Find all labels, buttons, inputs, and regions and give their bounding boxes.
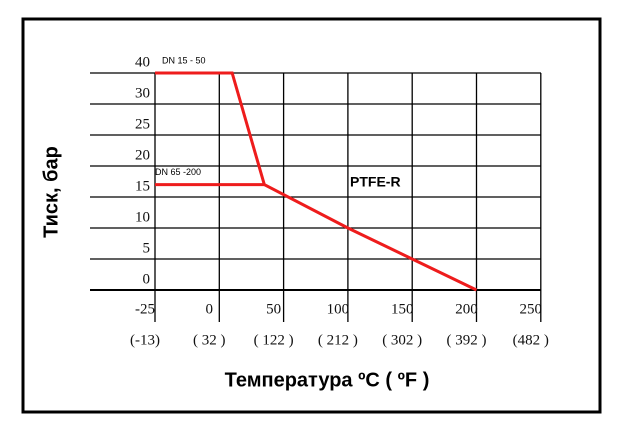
x-tick-label: 50 <box>266 301 281 317</box>
x2-tick-label: ( 32 ) <box>193 332 226 348</box>
annotation: PTFE-R <box>350 174 401 190</box>
y-tick-label: 0 <box>143 271 151 287</box>
x2-tick-label: ( 122 ) <box>254 332 294 348</box>
x-tick-label: 200 <box>455 301 478 317</box>
series-line <box>155 71 478 292</box>
series-label: DN 15 - 50 <box>162 55 206 65</box>
y-tick-label: 20 <box>135 147 150 163</box>
x-tick-label: -25 <box>135 301 155 317</box>
y-tick-label: 30 <box>135 85 150 101</box>
y-tick-label: 40 <box>135 54 150 70</box>
y-tick-label: 25 <box>135 116 150 132</box>
x2-tick-label: (482 ) <box>513 332 549 348</box>
series-label: DN 65 -200 <box>155 167 201 177</box>
frame <box>21 17 602 414</box>
y-tick-label: 15 <box>135 178 150 194</box>
x2-tick-label: ( 302 ) <box>382 332 422 348</box>
x-axis-title: Температура ºC ( ºF ) <box>225 369 430 391</box>
x2-tick-label: ( 392 ) <box>447 332 487 348</box>
y-tick-label: 10 <box>135 209 150 225</box>
x-tick-label: 250 <box>520 301 543 317</box>
x-tick-label: 100 <box>327 301 350 317</box>
y-axis-title: Тиск, бар <box>40 146 62 238</box>
x2-tick-label: ( 212 ) <box>318 332 358 348</box>
y-tick-label: 5 <box>143 240 151 256</box>
x2-tick-label: (-13) <box>130 332 160 348</box>
x-tick-label: 0 <box>206 301 214 317</box>
x-tick-label: 150 <box>391 301 414 317</box>
